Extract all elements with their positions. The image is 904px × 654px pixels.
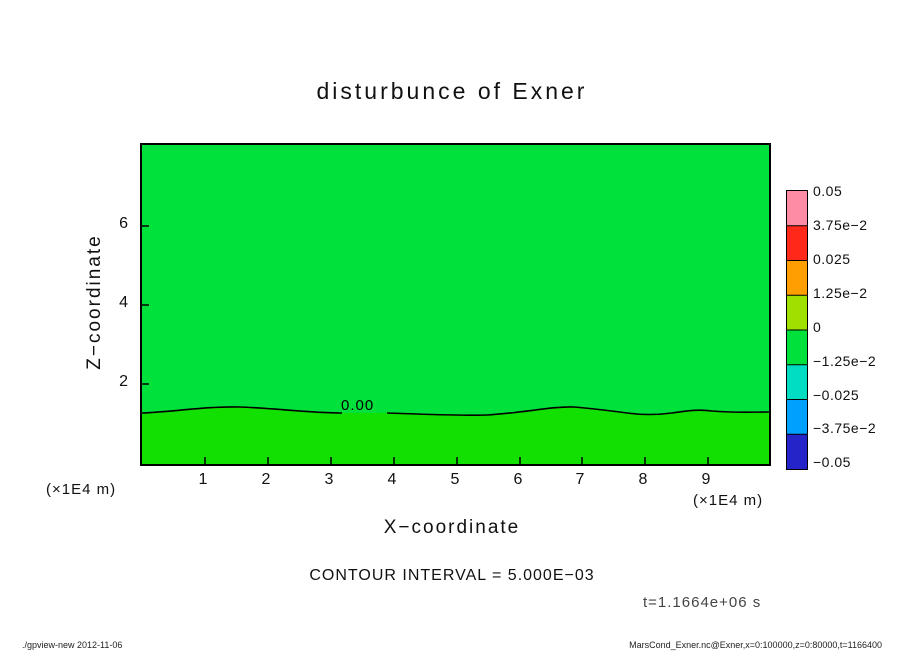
x-tick-label: 7 — [575, 471, 585, 488]
colorbar-label: −0.025 — [813, 387, 860, 403]
x-tick-label: 1 — [198, 471, 208, 488]
y-tick-label: 4 — [119, 294, 128, 311]
x-tick-label: 3 — [324, 471, 334, 488]
colorbar-label: −0.05 — [813, 454, 851, 470]
colorbar-segment — [787, 364, 807, 400]
colorbar — [786, 190, 808, 470]
y-axis-unit-label: (×1E4 m) — [46, 481, 117, 498]
y-tick-label: 2 — [119, 373, 128, 390]
colorbar-segment — [787, 434, 807, 469]
zero-contour-line-right — [386, 406, 769, 417]
colorbar-segment — [787, 295, 807, 330]
contour-interval-text: CONTOUR INTERVAL = 5.000E−03 — [309, 567, 595, 584]
colorbar-label: 0 — [813, 319, 822, 335]
x-tick-label: 8 — [638, 471, 648, 488]
y-tick-label: 6 — [119, 215, 128, 232]
colorbar-segment — [787, 330, 807, 365]
colorbar-label: −3.75e−2 — [813, 420, 877, 436]
x-tick-label: 5 — [450, 471, 460, 488]
colorbar-label: 3.75e−2 — [813, 217, 868, 233]
time-stamp-text: t=1.1664e+06 s — [643, 594, 762, 611]
x-axis-unit-label: (×1E4 m) — [693, 492, 764, 509]
fill-region-lower — [142, 406, 769, 464]
contour-plot-canvas — [142, 145, 769, 464]
zero-contour-line-left — [142, 406, 343, 414]
colorbar-segment — [787, 399, 807, 435]
x-axis-ticks — [204, 457, 709, 464]
colorbar-segment — [787, 191, 807, 226]
colorbar-canvas — [787, 191, 807, 469]
plot-area: 0.00 — [140, 143, 771, 466]
colorbar-label: 0.025 — [813, 251, 851, 267]
footer-tool-version: ./gpview-new 2012-11-06 — [22, 640, 123, 650]
colorbar-label: 1.25e−2 — [813, 285, 868, 301]
contour-level-label: 0.00 — [341, 397, 375, 414]
colorbar-label: 0.05 — [813, 183, 843, 199]
x-tick-label: 4 — [387, 471, 397, 488]
x-tick-label: 9 — [701, 471, 711, 488]
colorbar-segment — [787, 225, 807, 261]
y-axis-title: Z−coordinate — [84, 234, 105, 370]
colorbar-segment — [787, 260, 807, 296]
x-tick-label: 2 — [261, 471, 271, 488]
chart-title: disturbunce of Exner — [316, 78, 588, 104]
x-tick-label: 6 — [513, 471, 523, 488]
y-axis-ticks — [142, 225, 149, 385]
colorbar-label: −1.25e−2 — [813, 353, 877, 369]
x-axis-title: X−coordinate — [383, 517, 521, 538]
colorbar-segment-dividers — [787, 225, 807, 435]
footer-dataset-info: MarsCond_Exner.nc@Exner,x=0:100000,z=0:8… — [629, 640, 882, 650]
